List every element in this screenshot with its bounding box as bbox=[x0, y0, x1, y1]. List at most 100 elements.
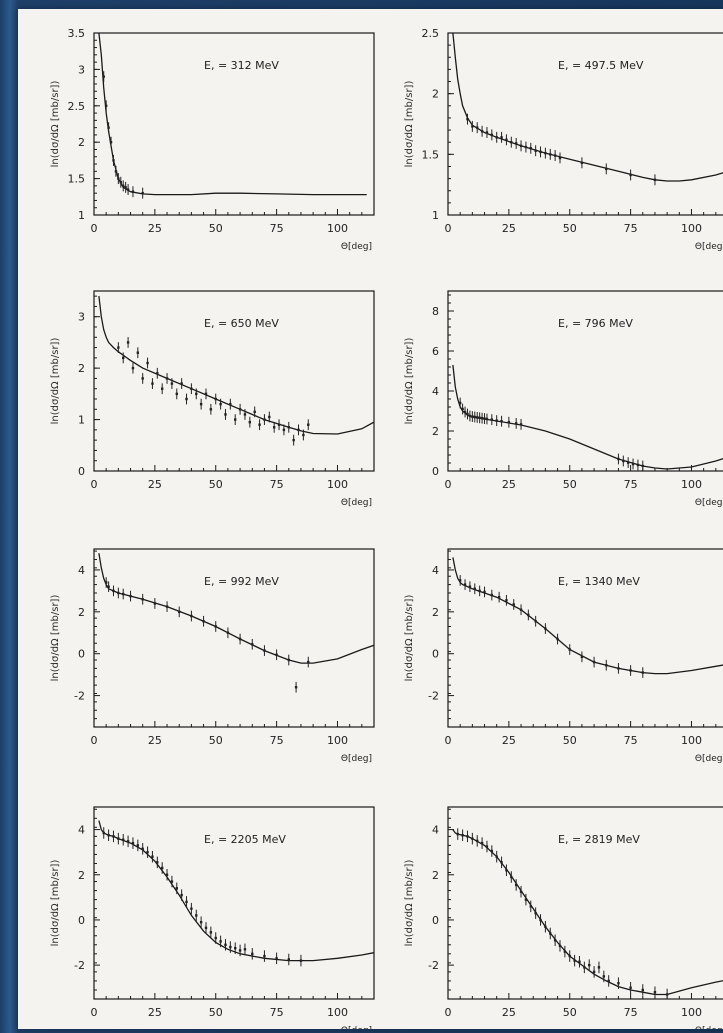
x-tick-label: 75 bbox=[624, 478, 638, 491]
y-tick-label: -2 bbox=[428, 690, 439, 703]
y-axis-label: ln(dσ/dΩ [mb/sr]) bbox=[50, 595, 61, 682]
data-point bbox=[229, 398, 232, 410]
data-point bbox=[131, 837, 135, 849]
data-point bbox=[204, 922, 208, 934]
data-point bbox=[458, 397, 462, 409]
data-point bbox=[485, 413, 489, 425]
data-point bbox=[136, 839, 140, 852]
data-point bbox=[495, 131, 498, 143]
data-point bbox=[251, 948, 254, 960]
energy-label: E, = 650 MeV bbox=[204, 317, 279, 330]
y-tick-label: 0 bbox=[432, 648, 439, 661]
data-point bbox=[495, 415, 498, 426]
data-point bbox=[122, 588, 125, 600]
x-tick-label: 100 bbox=[327, 1006, 348, 1019]
data-point bbox=[104, 577, 108, 588]
energy-label: E, = 796 MeV bbox=[558, 317, 633, 330]
data-point bbox=[272, 421, 276, 433]
data-point bbox=[544, 920, 547, 933]
data-point bbox=[122, 352, 125, 364]
data-point bbox=[122, 833, 125, 846]
data-point bbox=[202, 615, 205, 627]
data-point bbox=[199, 916, 203, 928]
panel-7: 0 25 50 75 100 -2 0 2 4 ln(dσ/dΩ [mb/sr]) Θ[deg] E,… bbox=[50, 806, 375, 1029]
theory-curve bbox=[452, 33, 723, 182]
data-point bbox=[117, 342, 120, 353]
y-tick-label: 0 bbox=[432, 465, 439, 478]
data-point bbox=[527, 609, 530, 621]
data-point bbox=[156, 856, 159, 869]
data-point bbox=[141, 843, 144, 855]
data-point bbox=[524, 893, 528, 906]
y-tick-label: 2 bbox=[78, 362, 85, 375]
data-point bbox=[539, 146, 542, 158]
x-tick-label: 75 bbox=[624, 222, 638, 235]
data-point bbox=[485, 127, 489, 138]
data-point bbox=[468, 581, 472, 593]
data-point bbox=[524, 141, 528, 153]
data-point bbox=[500, 856, 503, 869]
x-tick-label: 0 bbox=[445, 478, 452, 491]
y-axis-label: ln(dσ/dΩ [mb/sr]) bbox=[50, 338, 61, 425]
x-axis-label: Θ[deg] bbox=[341, 1026, 372, 1029]
data-point bbox=[243, 409, 247, 420]
data-point bbox=[471, 832, 474, 845]
energy-label: E, = 1340 MeV bbox=[558, 575, 640, 588]
data-point bbox=[549, 148, 552, 160]
data-point bbox=[126, 337, 130, 348]
y-axis-label: ln(dσ/dΩ [mb/sr]) bbox=[404, 860, 415, 947]
data-point bbox=[568, 644, 571, 655]
data-point bbox=[478, 412, 481, 424]
data-point bbox=[553, 150, 557, 162]
data-point bbox=[519, 140, 523, 152]
data-point bbox=[146, 357, 149, 369]
data-point bbox=[617, 977, 620, 989]
x-axis-label: Θ[deg] bbox=[695, 754, 723, 764]
y-tick-label: 0 bbox=[78, 465, 85, 478]
data-point bbox=[153, 598, 157, 609]
data-point bbox=[209, 403, 213, 415]
data-point bbox=[476, 122, 479, 134]
data-point bbox=[190, 610, 193, 622]
y-axis-label: ln(dσ/dΩ [mb/sr]) bbox=[404, 338, 415, 425]
data-point bbox=[180, 889, 183, 901]
data-point bbox=[510, 136, 513, 148]
data-point bbox=[180, 378, 183, 389]
data-point bbox=[102, 71, 105, 83]
data-point bbox=[556, 633, 559, 645]
plot-frame bbox=[93, 290, 375, 472]
data-point bbox=[476, 835, 479, 847]
data-point bbox=[258, 419, 261, 431]
data-point bbox=[238, 633, 242, 645]
data-point bbox=[160, 383, 164, 395]
plot-frame bbox=[447, 806, 723, 1000]
data-point bbox=[287, 953, 290, 966]
data-point bbox=[219, 935, 222, 948]
data-point bbox=[214, 932, 217, 944]
data-point bbox=[641, 984, 644, 996]
x-tick-label: 100 bbox=[681, 222, 702, 235]
data-point bbox=[568, 950, 571, 962]
y-tick-label: 4 bbox=[432, 385, 439, 398]
data-point bbox=[122, 180, 125, 192]
y-axis-label: ln(dσ/dΩ [mb/sr]) bbox=[404, 81, 415, 168]
data-point bbox=[131, 186, 135, 198]
data-point bbox=[497, 591, 501, 603]
data-point bbox=[234, 414, 237, 425]
energy-label: E, = 312 MeV bbox=[204, 59, 279, 72]
data-point bbox=[263, 414, 266, 425]
theory-curve bbox=[98, 33, 367, 196]
data-point bbox=[170, 378, 174, 389]
y-tick-label: -2 bbox=[428, 959, 439, 972]
x-tick-label: 0 bbox=[91, 222, 98, 235]
data-point bbox=[185, 896, 188, 908]
x-tick-label: 75 bbox=[270, 734, 284, 747]
data-point bbox=[505, 864, 508, 877]
x-tick-label: 50 bbox=[563, 734, 577, 747]
data-point bbox=[483, 413, 486, 424]
data-point bbox=[500, 415, 503, 427]
x-tick-label: 25 bbox=[148, 1006, 162, 1019]
data-point bbox=[466, 408, 469, 420]
x-tick-label: 100 bbox=[681, 1006, 702, 1019]
data-point bbox=[463, 406, 467, 418]
